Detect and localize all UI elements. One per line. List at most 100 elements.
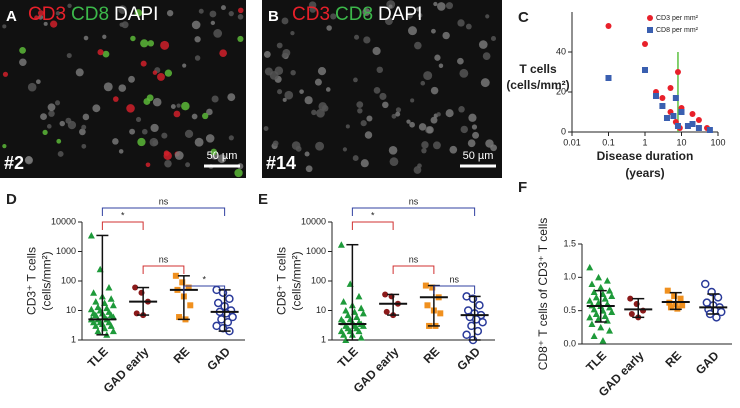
- point: [355, 292, 363, 300]
- y-tick-label: 0.0: [563, 338, 576, 348]
- cell: [415, 7, 421, 12]
- cell: [421, 141, 429, 149]
- y-tick-label: 1: [321, 334, 326, 344]
- cell: [134, 9, 143, 17]
- chart: D 1 10 100 1000 10000 CD3⁺ T cells (cells/mm²) T…: [6, 191, 245, 395]
- point: [588, 280, 596, 287]
- cell: [37, 10, 44, 16]
- cell: [152, 97, 162, 107]
- x-tick-label: 10: [676, 137, 686, 147]
- point: [344, 311, 352, 319]
- point: [185, 284, 192, 291]
- cell: [281, 17, 289, 25]
- point: [670, 113, 677, 119]
- y-tick-label: 1.0: [563, 272, 576, 282]
- cell: [299, 89, 304, 94]
- cell: [388, 146, 398, 155]
- y-tick-label: 10000: [301, 216, 326, 226]
- cell: [119, 22, 124, 27]
- point: [608, 292, 616, 299]
- cell: [391, 113, 397, 119]
- cell: [102, 50, 110, 58]
- stain-label: DAPI: [114, 4, 158, 25]
- point: [359, 322, 367, 329]
- cell: [485, 14, 490, 19]
- cell: [442, 31, 450, 40]
- x-tick-label: TLE: [335, 344, 361, 370]
- cell: [170, 104, 176, 110]
- cell: [102, 34, 107, 39]
- point: [712, 313, 721, 322]
- point: [605, 75, 612, 81]
- stain-label: CD8: [71, 4, 109, 25]
- cell: [438, 63, 444, 68]
- cell: [304, 151, 310, 157]
- point: [342, 336, 350, 343]
- point: [603, 277, 611, 284]
- stain-label: CD3: [292, 4, 330, 25]
- x-tick-label: 1: [642, 137, 647, 147]
- cell: [202, 112, 209, 120]
- cell: [113, 96, 119, 102]
- y-axis-label: (cells/mm²): [506, 78, 569, 92]
- point: [679, 302, 686, 309]
- significance-bracket: [101, 207, 226, 216]
- point: [105, 284, 113, 291]
- cell: [471, 124, 478, 130]
- cell: [321, 105, 329, 112]
- cell: [417, 163, 422, 169]
- scale-label: 50 µm: [207, 150, 238, 162]
- cell: [145, 162, 151, 168]
- cell: [40, 113, 47, 121]
- cell: [417, 13, 423, 18]
- x-tick-label: RE: [662, 348, 684, 370]
- y-tick-label: 10: [66, 305, 76, 315]
- point: [606, 287, 614, 294]
- point: [717, 307, 726, 317]
- image-background: [262, 0, 502, 178]
- cell: [128, 75, 135, 83]
- cell: [129, 128, 136, 135]
- point: [597, 323, 605, 331]
- x-tick-label: 0.1: [602, 137, 615, 147]
- cell: [459, 68, 469, 78]
- significance-bracket: [183, 285, 226, 294]
- point: [674, 69, 681, 75]
- cell: [213, 29, 223, 38]
- cell: [237, 35, 244, 43]
- point: [695, 125, 702, 131]
- point: [663, 115, 670, 121]
- y-tick-label: 1: [71, 334, 76, 344]
- point: [228, 312, 237, 322]
- y-tick-label: 0.5: [563, 305, 576, 315]
- point: [713, 293, 723, 302]
- cell: [140, 60, 147, 67]
- cell: [445, 2, 453, 10]
- cell: [445, 109, 454, 118]
- chart: E 1 10 100 1000 10000 CD8⁺ T cells (cells/mm²) T…: [258, 191, 495, 395]
- cell: [363, 36, 371, 44]
- cell: [315, 141, 325, 151]
- cell: [317, 67, 327, 76]
- cell: [219, 49, 227, 57]
- panel-letter: A: [6, 8, 17, 25]
- cell: [83, 35, 89, 41]
- cell: [228, 10, 234, 17]
- point: [706, 127, 713, 133]
- point: [107, 295, 115, 302]
- point: [628, 311, 635, 317]
- y-tick-label: 20: [556, 86, 566, 96]
- cell: [81, 143, 87, 149]
- scale-label: 50 µm: [463, 150, 494, 162]
- cell: [54, 100, 61, 106]
- stain-label: CD3: [28, 4, 66, 25]
- point: [422, 282, 429, 289]
- y-tick-label: 1000: [306, 246, 326, 256]
- y-axis-label: T cells: [519, 62, 557, 76]
- y-tick-label: 40: [556, 46, 566, 56]
- x-tick-label: GAD: [454, 344, 483, 373]
- point: [590, 305, 598, 313]
- cell: [66, 53, 72, 59]
- cell: [2, 143, 7, 149]
- cell: [210, 20, 216, 26]
